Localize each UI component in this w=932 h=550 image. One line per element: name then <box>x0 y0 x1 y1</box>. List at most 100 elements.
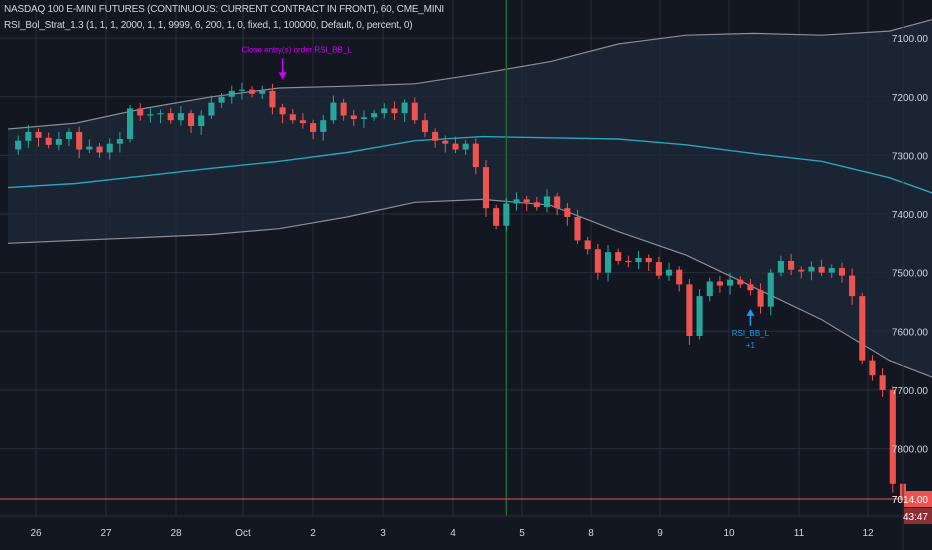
candle-body <box>635 258 642 263</box>
candle-body <box>818 266 825 273</box>
time-tick-label: 5 <box>519 528 525 539</box>
candle-body <box>727 279 734 286</box>
candle-body <box>869 360 876 376</box>
time-tick-label: 4 <box>450 528 456 539</box>
candle-body <box>686 284 693 336</box>
candle-body <box>655 262 662 276</box>
price-tick-label: 7300.00 <box>892 151 929 162</box>
candle-body <box>381 108 388 114</box>
candle-body <box>554 196 561 209</box>
time-tick-label: 26 <box>30 528 42 539</box>
band-fill <box>8 19 932 378</box>
exit-arrow-head <box>278 72 287 80</box>
candle-body <box>259 90 266 94</box>
candle-body <box>889 389 896 484</box>
candle-body <box>523 199 530 203</box>
candle-body <box>432 131 439 141</box>
candle-body <box>157 113 164 115</box>
candle-body <box>757 290 764 307</box>
candle-body <box>45 137 52 145</box>
candle-body <box>320 120 327 132</box>
candle-body <box>279 107 286 115</box>
candle-body <box>513 199 520 204</box>
time-tick-label: Oct <box>235 528 251 539</box>
candle-body <box>472 143 479 168</box>
candle-body <box>879 375 886 390</box>
candle-body <box>330 102 337 121</box>
candle-body <box>564 208 571 217</box>
candle-body <box>35 131 42 138</box>
price-tick-label: 7400.00 <box>892 210 929 221</box>
candle-body <box>188 113 195 127</box>
candle-body <box>238 89 245 91</box>
candle-body <box>543 196 551 207</box>
basis-line <box>7 135 932 194</box>
candle-body <box>126 108 134 139</box>
candle-body <box>503 203 510 226</box>
last-price-label: 7014.00 <box>892 495 929 506</box>
candle-body <box>798 269 805 272</box>
price-tick-label: 7100.00 <box>892 34 929 45</box>
candle-body <box>116 138 123 144</box>
candle-body <box>706 281 713 297</box>
bollinger-bands <box>7 19 932 378</box>
trade-markers: Close entry(s) order RSI_BB_L RSI_BB_L +1 <box>241 45 769 350</box>
candle-body <box>716 281 723 286</box>
candle-body <box>371 113 378 118</box>
candle-body <box>411 102 418 121</box>
candle-body <box>859 296 866 361</box>
candle-body <box>849 275 856 297</box>
candle-body <box>696 296 703 336</box>
candle-body <box>218 96 225 103</box>
candle-body <box>310 123 317 132</box>
candle-body <box>574 216 581 241</box>
candle-body <box>299 120 306 124</box>
candle-body <box>838 267 845 276</box>
candle-body <box>391 108 398 114</box>
candle-body <box>645 258 652 263</box>
entry-qty-label: +1 <box>746 341 756 350</box>
time-tick-label: 10 <box>723 528 735 539</box>
candle-body <box>228 90 235 97</box>
candle-body <box>289 114 296 121</box>
candle-body <box>76 131 83 150</box>
candle-body <box>401 102 408 114</box>
countdown-badge <box>904 507 932 524</box>
last-price-badge <box>904 490 932 507</box>
time-tick-label: 8 <box>588 528 594 539</box>
price-tick-label: 7200.00 <box>892 93 929 104</box>
candle-body <box>350 115 357 120</box>
countdown-label: 43:47 <box>903 512 928 523</box>
candle-body <box>808 266 815 272</box>
candle-body <box>177 113 184 121</box>
candle-body <box>421 120 429 132</box>
grid-lines <box>0 0 903 516</box>
candle-body <box>147 114 154 116</box>
study-title[interactable]: RSI_Bol_Strat_1.3 (1, 1, 1, 2000, 1, 1, … <box>4 20 413 31</box>
time-tick-label: 27 <box>100 528 112 539</box>
candle-body <box>442 140 449 144</box>
candle-body <box>137 108 144 116</box>
candle-body <box>462 143 469 150</box>
candle-body <box>106 143 113 153</box>
candle-body <box>737 279 744 285</box>
lower-band-line <box>7 198 932 378</box>
time-tick-label: 2 <box>310 528 316 539</box>
symbol-title: NASDAQ 100 E-MINI FUTURES (CONTINUOUS: C… <box>4 4 444 15</box>
price-tick-label: 7700.00 <box>892 386 929 397</box>
upper-band-line <box>7 19 932 130</box>
candle-body <box>86 146 93 150</box>
time-tick-label: 3 <box>380 528 386 539</box>
candle-body <box>96 146 103 153</box>
candle-body <box>625 260 632 263</box>
candle-body <box>340 102 347 116</box>
candle-body <box>65 131 73 139</box>
candle-body <box>452 143 459 150</box>
candle-body <box>767 272 774 307</box>
candle-body <box>604 252 612 273</box>
candle-body <box>777 260 784 273</box>
candle-body <box>788 260 795 270</box>
candle-body <box>615 252 622 261</box>
candle-body <box>55 138 62 145</box>
